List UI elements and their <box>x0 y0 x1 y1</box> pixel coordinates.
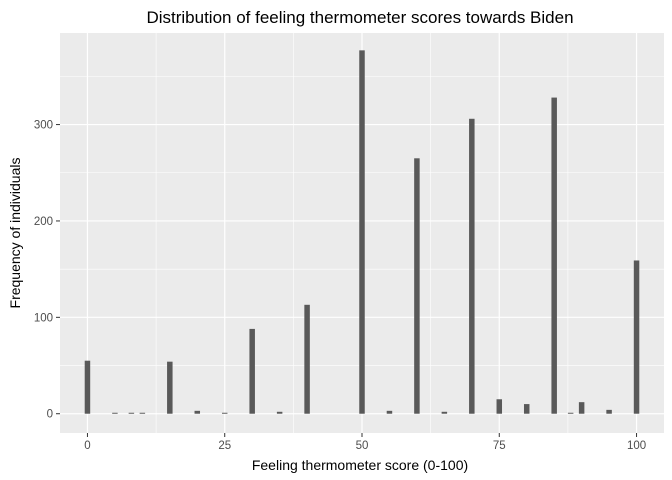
bars <box>84 50 640 414</box>
y-tick-label: 100 <box>34 312 53 324</box>
bar <box>578 402 585 414</box>
bar <box>386 410 393 414</box>
y-tick-label: 300 <box>34 120 53 132</box>
bar <box>567 412 574 414</box>
bar <box>414 158 420 414</box>
x-tick-label: 50 <box>356 440 369 452</box>
bar <box>304 304 310 414</box>
bar <box>128 412 135 414</box>
bar <box>194 410 201 414</box>
bar <box>606 409 612 414</box>
x-axis-title: Feeling thermometer score (0-100) <box>252 457 468 473</box>
bar <box>249 328 255 414</box>
x-tick-label: 75 <box>493 440 506 452</box>
bar <box>359 50 365 414</box>
bar <box>441 411 448 414</box>
bar <box>167 361 173 414</box>
chart-title: Distribution of feeling thermometer scor… <box>146 8 573 27</box>
x-axis-ticks: 0 25 50 75 100 <box>84 433 646 452</box>
y-tick-label: 200 <box>34 216 53 228</box>
bar <box>633 260 640 414</box>
bar <box>139 412 146 414</box>
x-tick-label: 100 <box>627 440 646 452</box>
bar <box>551 97 557 414</box>
x-tick-label: 0 <box>84 440 90 452</box>
x-tick-label: 25 <box>218 440 231 452</box>
bar <box>496 399 503 414</box>
bar <box>221 412 228 414</box>
y-axis-title: Frequency of individuals <box>7 158 23 309</box>
y-tick-label: 0 <box>47 409 53 421</box>
bar <box>112 412 118 414</box>
bar <box>469 118 475 414</box>
bar <box>523 404 530 414</box>
bar <box>276 411 283 414</box>
bar <box>84 360 91 414</box>
y-axis-ticks: 0 100 200 300 <box>34 120 60 421</box>
